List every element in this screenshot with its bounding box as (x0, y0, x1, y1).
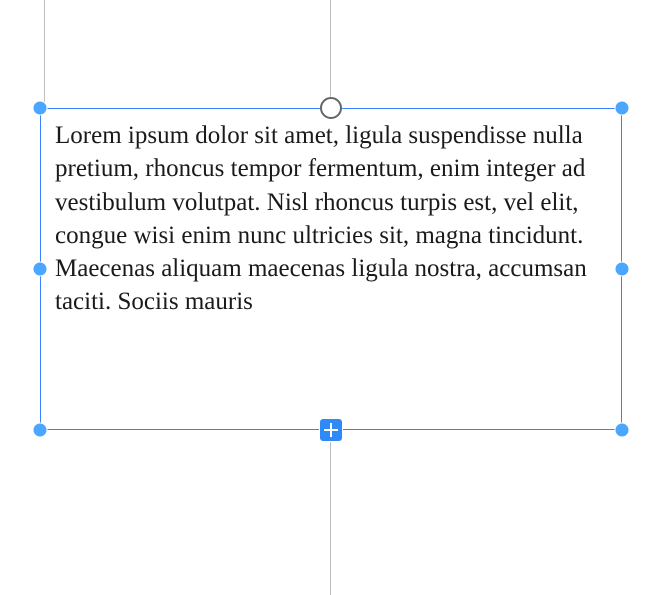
callout-line-bottom (330, 440, 331, 595)
resize-handle-top-left[interactable] (33, 101, 48, 116)
canvas: Lorem ipsum dolor sit amet, ligula suspe… (0, 0, 662, 595)
resize-handle-bottom-left[interactable] (33, 423, 48, 438)
rotate-handle[interactable] (320, 97, 342, 119)
callout-line-top-center (330, 0, 331, 104)
overflow-handle[interactable] (319, 418, 343, 442)
callout-line-top-left (44, 0, 45, 112)
resize-handle-mid-right[interactable] (615, 262, 630, 277)
text-box[interactable]: Lorem ipsum dolor sit amet, ligula suspe… (40, 108, 622, 430)
text-box-content[interactable]: Lorem ipsum dolor sit amet, ligula suspe… (55, 119, 607, 319)
resize-handle-mid-left[interactable] (33, 262, 48, 277)
resize-handle-bottom-right[interactable] (615, 423, 630, 438)
resize-handle-top-right[interactable] (615, 101, 630, 116)
